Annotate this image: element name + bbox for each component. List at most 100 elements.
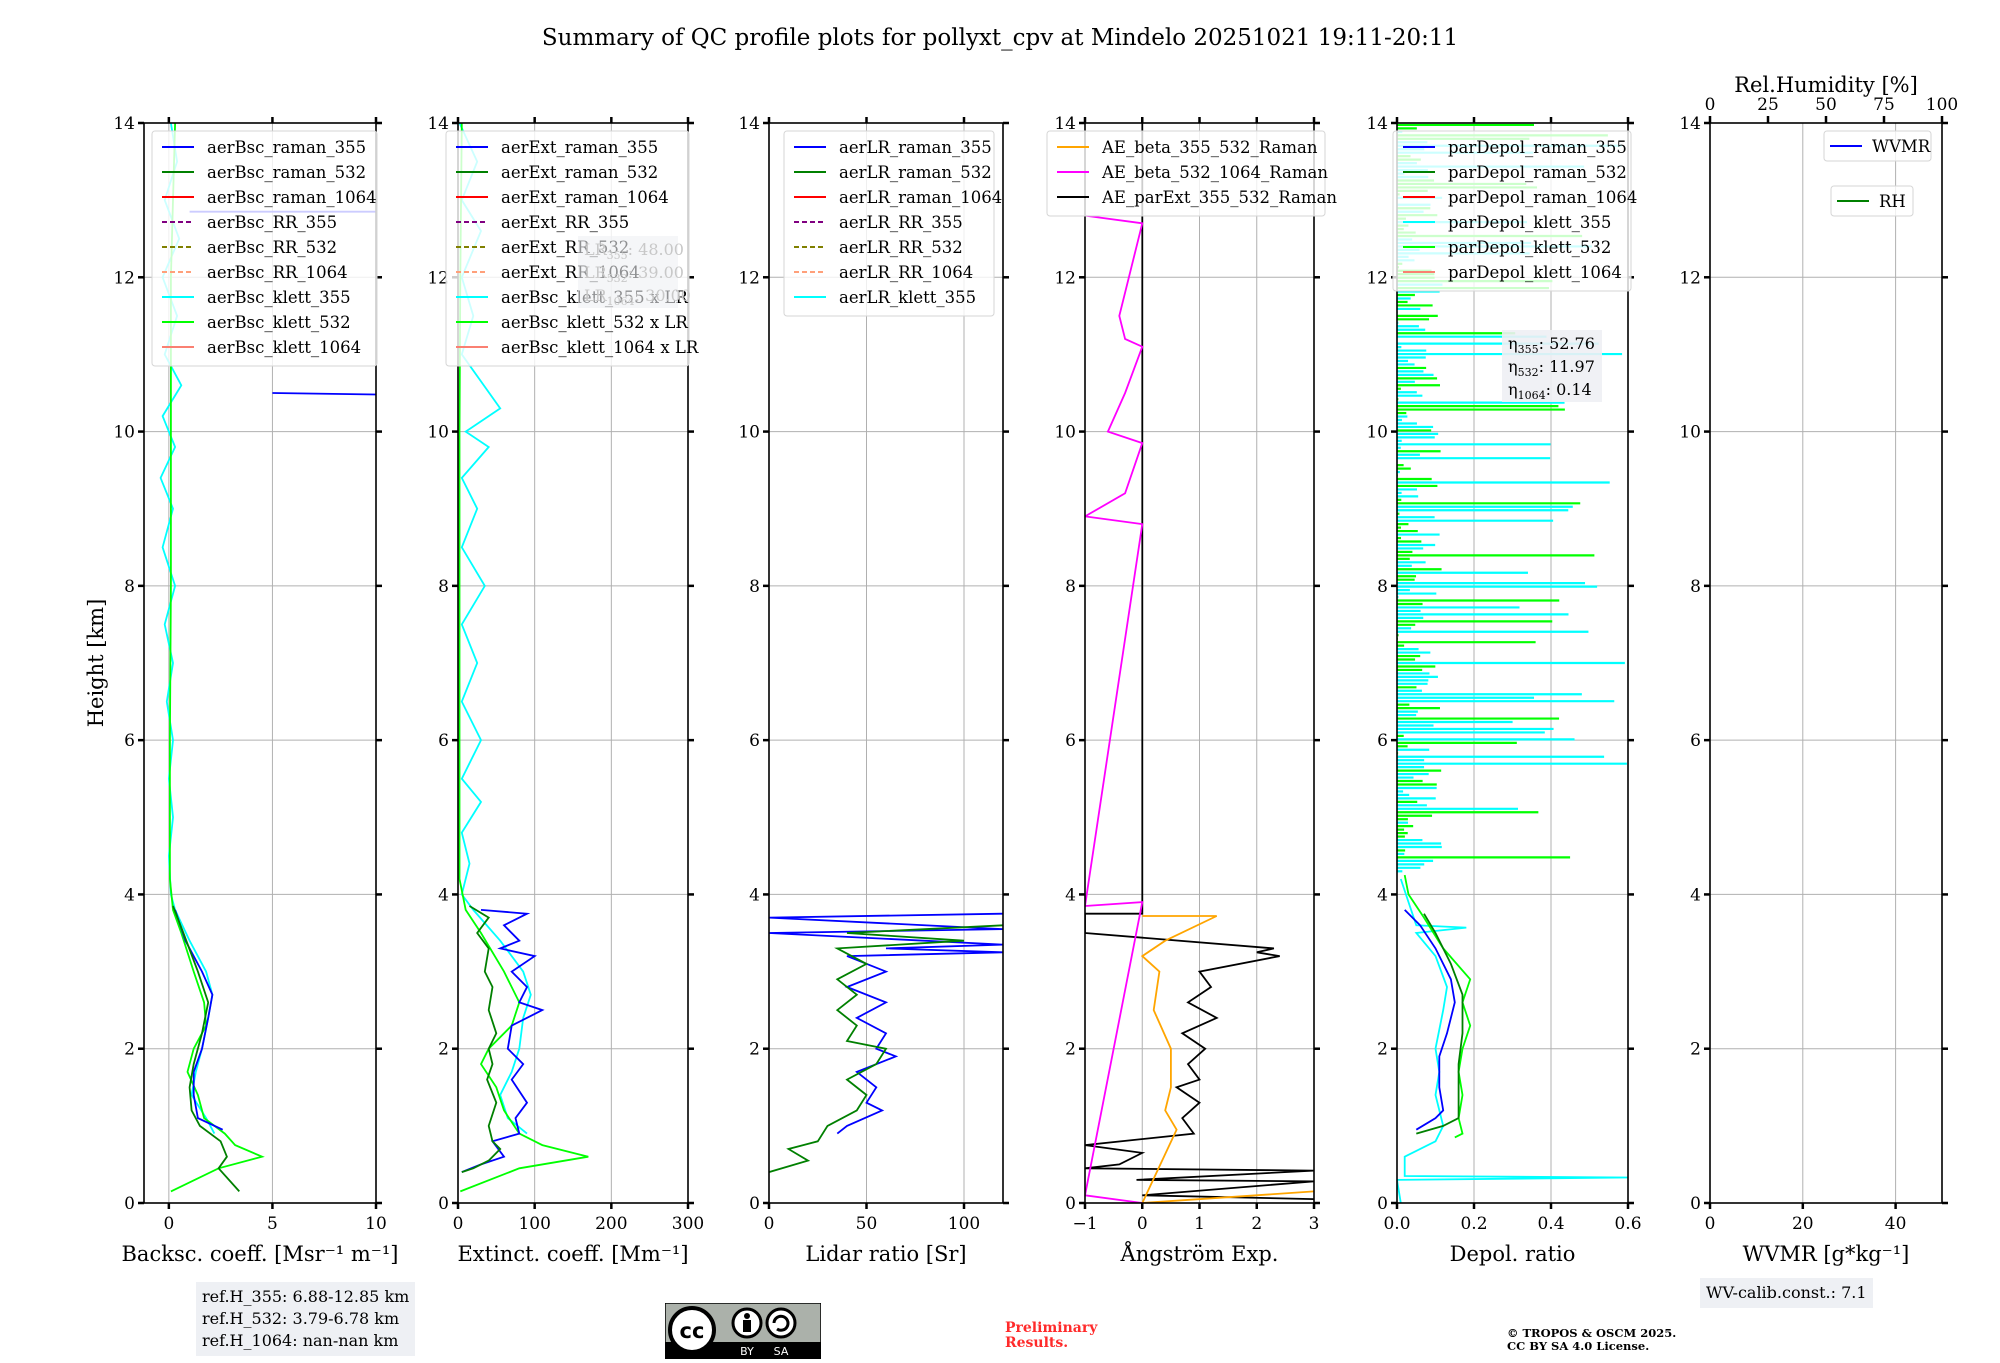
- cc-by-label: BY: [740, 1345, 754, 1358]
- series-aerbsc-raman-355: [174, 909, 224, 1131]
- y-tick-label: 6: [1377, 731, 1388, 751]
- y-tick-label: 10: [113, 423, 135, 443]
- legend-label: aerBsc_klett_532 x LR: [501, 313, 688, 332]
- series-pardepol-klett-355: [1397, 878, 1628, 1203]
- series-aerlr-raman-532: [769, 924, 1003, 1173]
- x-tick-label: 0.2: [1460, 1214, 1487, 1234]
- legend-label: AE_parExt_355_532_Raman: [1101, 188, 1337, 207]
- y-tick-label: 10: [738, 423, 760, 443]
- y-tick-label: 6: [749, 731, 760, 751]
- x-tick-label: 1: [1194, 1214, 1205, 1234]
- legend-label: aerExt_raman_532: [501, 163, 658, 182]
- y-tick-label: 2: [749, 1040, 760, 1060]
- copyright-notice: © TROPOS & OSCM 2025. CC BY SA 4.0 Licen…: [1507, 1327, 1676, 1353]
- legend: parDepol_raman_355 parDepol_raman_532 parD…: [1392, 130, 1637, 292]
- series-pardepol-raman-532: [1416, 913, 1464, 1135]
- x-tick-label: 2: [1251, 1214, 1262, 1234]
- secondary-x-tick-label: 50: [1815, 95, 1837, 115]
- legend-label: aerLR_raman_532: [839, 163, 992, 182]
- y-tick-label: 6: [438, 731, 449, 751]
- y-tick-label: 6: [124, 731, 135, 751]
- x-tick-label: 40: [1885, 1214, 1907, 1234]
- y-tick-label: 10: [1366, 423, 1388, 443]
- annotation-background: [1502, 330, 1602, 402]
- y-axis-label: Height [km]: [84, 599, 108, 728]
- y-tick-label: 12: [427, 268, 449, 288]
- legend: aerBsc_raman_355 aerBsc_raman_532 aerBsc_r…: [151, 130, 378, 367]
- x-axis-label: Extinct. coeff. [Mm⁻¹]: [457, 1242, 688, 1266]
- copyright-line-2: CC BY SA 4.0 License.: [1507, 1339, 1650, 1353]
- x-tick-label: 0.6: [1614, 1214, 1641, 1234]
- legend-label: parDepol_klett_532: [1448, 238, 1611, 257]
- legend-label: aerBsc_RR_355: [207, 213, 337, 232]
- y-tick-label: 12: [1679, 268, 1701, 288]
- x-axis-label: Lidar ratio [Sr]: [805, 1242, 966, 1266]
- y-tick-label: 0: [1065, 1194, 1076, 1214]
- plot-area: [769, 912, 1003, 1173]
- x-tick-label: 50: [856, 1214, 878, 1234]
- plot-area: [1085, 123, 1314, 1203]
- legend-label: aerBsc_RR_532: [207, 238, 337, 257]
- ref-height-532: ref.H_532: 3.79-6.78 km: [202, 1309, 400, 1328]
- x-tick-label: 10: [365, 1214, 387, 1234]
- secondary-x-tick-label: 25: [1757, 95, 1779, 115]
- y-tick-label: 14: [738, 114, 760, 134]
- y-tick-label: 2: [1690, 1040, 1701, 1060]
- secondary-x-axis-label: Rel.Humidity [%]: [1734, 73, 1918, 97]
- legend-box: [783, 130, 995, 317]
- x-tick-label: 0: [163, 1214, 174, 1234]
- legend-label: aerExt_RR_355: [501, 213, 629, 232]
- x-tick-label: 0: [764, 1214, 775, 1234]
- series-pardepol-klett-532: [1403, 874, 1472, 1139]
- y-tick-label: 12: [1366, 268, 1388, 288]
- annotation-background: [578, 236, 678, 308]
- x-axis-label: Ångström Exp.: [1120, 1241, 1279, 1266]
- series-pardepol-raman-355: [1404, 909, 1456, 1131]
- legend-label: aerExt_raman_355: [501, 138, 658, 157]
- x-tick-label: 0: [1705, 1214, 1716, 1234]
- cc-sa-label: SA: [774, 1345, 789, 1358]
- series-ae-beta-532-1064-raman: [1085, 214, 1144, 1203]
- y-tick-label: 12: [113, 268, 135, 288]
- ref-height-1064: ref.H_1064: nan-nan km: [202, 1331, 399, 1350]
- y-tick-label: 4: [1065, 885, 1076, 905]
- x-tick-label: 5: [267, 1214, 278, 1234]
- y-tick-label: 2: [124, 1040, 135, 1060]
- x-tick-label: 3: [1309, 1214, 1320, 1234]
- cc-by-sa-icon: cc BY SA: [664, 1302, 822, 1360]
- annotation-line: LR1064: 30.00: [584, 286, 691, 308]
- preliminary-line-2: Results.: [1005, 1335, 1069, 1351]
- y-tick-label: 2: [1377, 1040, 1388, 1060]
- y-tick-label: 8: [749, 577, 760, 597]
- y-tick-label: 12: [1054, 268, 1076, 288]
- annotation-line: LR355: 48.00: [584, 240, 684, 262]
- legend-label: aerLR_RR_355: [839, 213, 963, 232]
- legend-label: aerBsc_klett_355: [207, 288, 351, 307]
- axes-frame: [457, 122, 689, 1204]
- legend-label: aerLR_klett_355: [839, 288, 976, 307]
- y-tick-label: 14: [1054, 114, 1076, 134]
- cc-license-badge[interactable]: cc BY SA: [664, 1302, 822, 1363]
- series-aerbsc-raman-532: [172, 905, 240, 1193]
- x-tick-label: 20: [1792, 1214, 1814, 1234]
- x-axis-label: WVMR [g*kg⁻¹]: [1743, 1242, 1910, 1266]
- y-tick-label: 4: [749, 885, 760, 905]
- y-tick-label: 8: [438, 577, 449, 597]
- legend-label: aerBsc_klett_1064 x LR: [501, 338, 699, 357]
- series-aerext-raman-532: [461, 905, 502, 1173]
- series-aerbsc-raman-355-spike-10-5: [272, 392, 376, 396]
- legend-label: aerExt_raman_1064: [501, 188, 669, 207]
- y-tick-label: 4: [1690, 885, 1701, 905]
- series-ae-parext-355-532-raman: [1085, 123, 1314, 1200]
- legend-label: aerLR_RR_532: [839, 238, 963, 257]
- ref-height-355: ref.H_355: 6.88-12.85 km: [202, 1287, 410, 1306]
- legend-box: [1823, 130, 1932, 162]
- y-tick-label: 0: [124, 1194, 135, 1214]
- panel-bsc: 0 2 4 6 8 10 12 14 0 5 10 Backsc. coeff. [Msr⁻¹ m⁻¹…: [113, 114, 398, 1266]
- axes-frame: [1709, 122, 1943, 1204]
- x-tick-label: 0.0: [1383, 1214, 1410, 1234]
- y-tick-label: 0: [1377, 1194, 1388, 1214]
- legend-label: aerBsc_klett_1064: [207, 338, 361, 357]
